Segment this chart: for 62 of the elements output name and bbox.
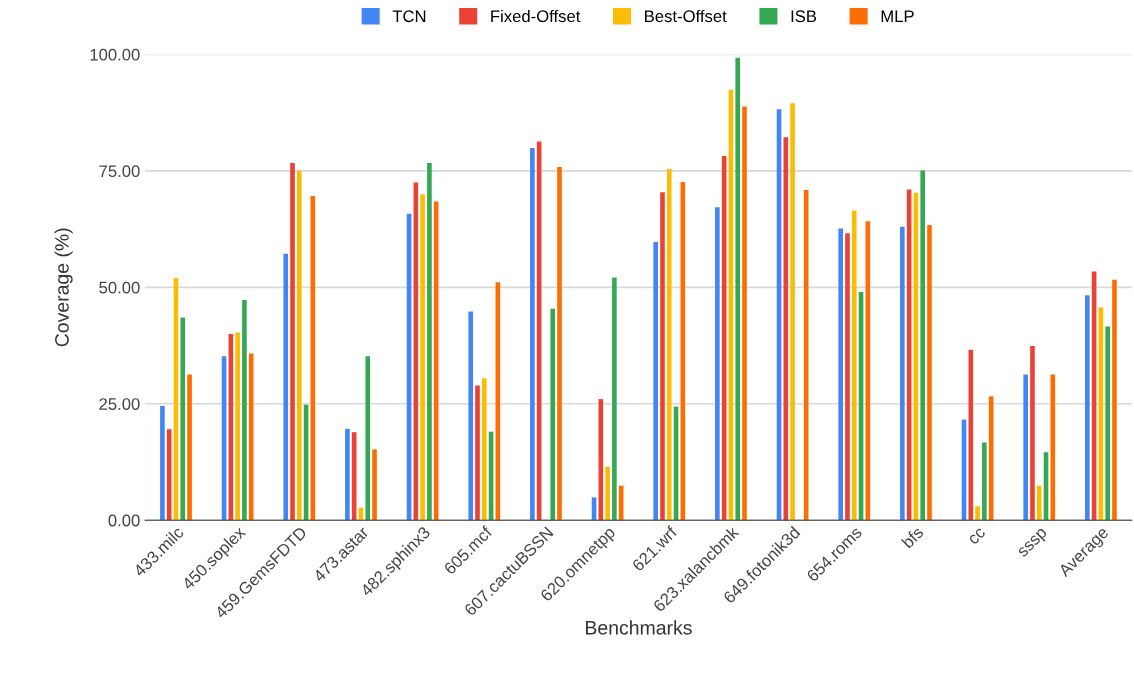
bar	[735, 57, 741, 521]
bar	[235, 332, 240, 521]
bar	[790, 103, 795, 521]
legend-label: MLP	[881, 10, 914, 22]
x-axis-title: Benchmarks	[586, 620, 692, 635]
bar	[427, 162, 432, 521]
bar	[1050, 374, 1056, 521]
bar	[1023, 374, 1028, 521]
x-tick-label: cc	[968, 527, 986, 545]
bar	[1112, 279, 1117, 521]
y-tick-label: 50.00	[99, 281, 140, 294]
bar	[345, 428, 350, 521]
bar	[420, 194, 425, 521]
bar	[290, 162, 295, 521]
y-axis-title: Coverage (%)	[54, 228, 73, 347]
bar	[283, 253, 289, 521]
bar	[1036, 485, 1042, 521]
bar	[612, 277, 617, 521]
bar	[475, 385, 480, 521]
bar	[975, 506, 980, 521]
legend-label: Best-Offset	[645, 9, 727, 23]
y-tick-label: 100.00	[90, 48, 140, 61]
bar	[927, 224, 932, 521]
bar	[851, 210, 857, 521]
bar	[660, 192, 665, 521]
bar	[160, 406, 165, 521]
bar	[1030, 345, 1035, 521]
bar	[605, 466, 610, 521]
bar	[550, 308, 556, 521]
bar	[982, 442, 987, 521]
legend-label: Fixed-Offset	[491, 9, 581, 23]
bar	[372, 449, 377, 521]
bar	[1085, 295, 1090, 521]
bar	[365, 356, 371, 521]
y-tick-label: 0.00	[108, 514, 140, 527]
bar	[180, 317, 186, 521]
x-tick-label: sssp	[1017, 527, 1050, 560]
bar	[653, 242, 659, 521]
bar	[666, 168, 672, 521]
legend-label: TCN	[392, 10, 426, 23]
bar	[468, 311, 474, 521]
bar	[187, 374, 192, 521]
bar	[900, 226, 905, 521]
bar	[242, 299, 247, 521]
y-tick-label: 25.00	[99, 398, 140, 410]
bar	[248, 353, 254, 521]
bar	[296, 170, 302, 521]
bar	[166, 429, 172, 521]
y-tick-label: 75.00	[99, 165, 140, 178]
bar	[838, 228, 843, 521]
bar	[715, 207, 720, 521]
bar	[742, 106, 747, 521]
bar	[557, 167, 562, 521]
bar	[968, 349, 974, 521]
bar	[845, 233, 850, 521]
bar	[481, 378, 487, 521]
bar	[530, 148, 535, 521]
bar	[433, 201, 439, 521]
x-tick-label: bfs	[900, 525, 925, 549]
legend-label: ISB	[791, 10, 817, 23]
bar	[920, 170, 926, 521]
bar	[1105, 326, 1110, 521]
